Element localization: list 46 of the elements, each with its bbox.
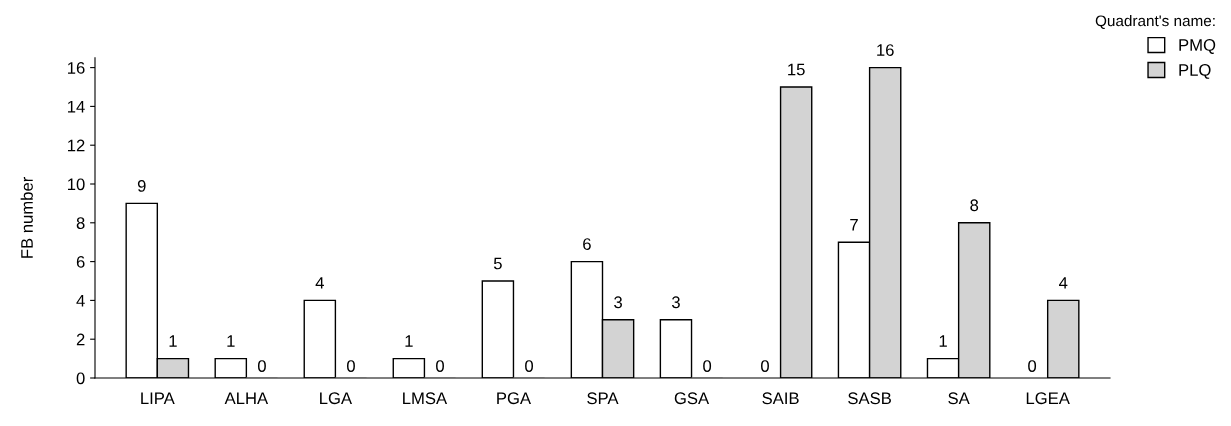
- data-label: 9: [137, 179, 146, 192]
- y-axis-title: FB number: [20, 177, 33, 258]
- data-label: 0: [257, 360, 266, 372]
- y-tick-label: 8: [76, 217, 85, 229]
- data-label: 0: [436, 360, 444, 372]
- data-label: 3: [614, 296, 622, 309]
- y-tick-label: 12: [68, 139, 85, 152]
- x-tick-label: SASB: [848, 392, 891, 405]
- data-label: 0: [525, 360, 534, 372]
- x-tick-label: GSA: [674, 392, 710, 405]
- x-tick-label: LGEA: [1026, 392, 1070, 405]
- y-tick-label: 6: [76, 256, 85, 268]
- x-tick-label: SA: [948, 392, 970, 405]
- x-tick-label: SPA: [587, 392, 619, 405]
- x-tick-label: ALHA: [224, 392, 269, 404]
- y-tick-label: 4: [76, 294, 85, 307]
- y-tick-label: 16: [68, 62, 85, 74]
- data-label: 3: [671, 296, 680, 309]
- x-tick-label: LIPA: [141, 392, 175, 404]
- data-label: 0: [761, 360, 769, 372]
- data-label: 6: [583, 238, 591, 250]
- data-label: 4: [315, 277, 324, 289]
- data-label: 1: [227, 335, 235, 347]
- data-label: 4: [1059, 277, 1068, 289]
- legend-title: Quadrant's name:: [1095, 15, 1215, 29]
- data-label: 1: [169, 335, 177, 347]
- data-label: 7: [850, 218, 858, 231]
- y-tick-label: 2: [76, 333, 85, 346]
- data-label: 0: [346, 360, 355, 372]
- x-tick-label: LGA: [320, 392, 353, 405]
- x-tick-label: SAIB: [762, 392, 799, 405]
- legend-label: PMQ: [1179, 39, 1216, 54]
- y-tick-label: 10: [68, 178, 85, 191]
- data-label: 16: [877, 44, 894, 56]
- data-label: 1: [405, 335, 413, 347]
- legend-label: PLQ: [1179, 64, 1211, 79]
- data-label: 0: [1028, 360, 1037, 372]
- x-tick-label: LMSA: [403, 392, 448, 405]
- data-label: 0: [703, 360, 712, 372]
- x-tick-label: PGA: [497, 392, 532, 405]
- data-label: 15: [788, 63, 805, 76]
- y-tick-label: 14: [68, 100, 85, 113]
- y-tick-label: 0: [76, 372, 85, 385]
- data-label: 8: [970, 199, 979, 212]
- data-label: 1: [939, 335, 947, 347]
- data-label: 5: [493, 257, 502, 270]
